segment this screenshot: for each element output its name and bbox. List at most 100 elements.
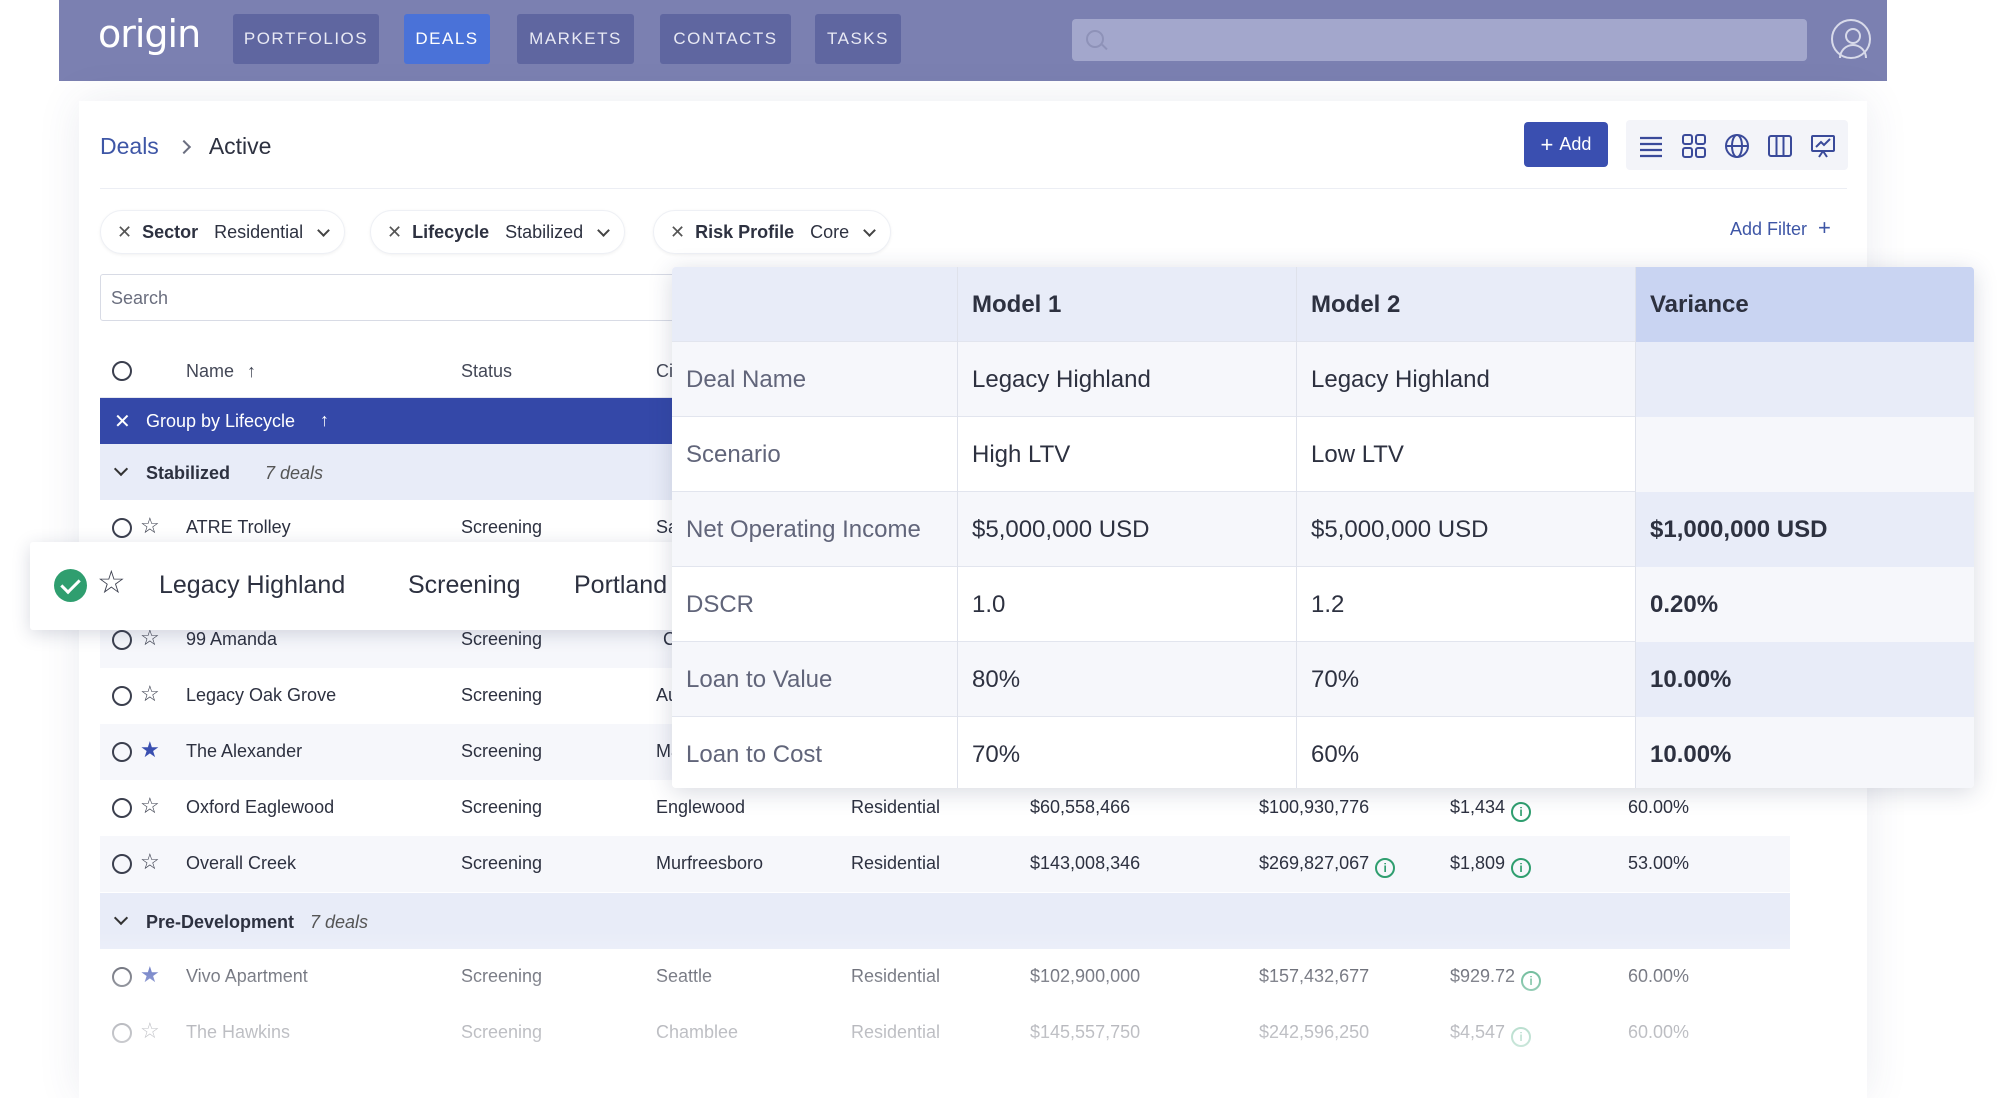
row-checkbox[interactable] xyxy=(112,518,132,538)
model-comparison-table: Model 1 Model 2 Variance Deal Name Legac… xyxy=(672,267,1974,788)
nav-contacts[interactable]: CONTACTS xyxy=(660,14,791,64)
info-icon[interactable]: i xyxy=(1521,971,1542,991)
row-status: Screening xyxy=(461,853,543,873)
row-name: ATRE Trolley xyxy=(186,517,291,537)
info-icon[interactable]: i xyxy=(1375,858,1396,878)
comparison-label: Scenario xyxy=(672,417,958,492)
check-circle-icon[interactable] xyxy=(54,569,87,602)
column-name[interactable]: Name ↑ xyxy=(186,361,256,382)
columns-view-icon[interactable] xyxy=(1767,133,1793,159)
row-checkbox[interactable] xyxy=(112,686,132,706)
star-icon[interactable]: ☆ xyxy=(140,1018,160,1043)
info-icon[interactable]: i xyxy=(1511,858,1532,878)
add-filter-button[interactable]: Add Filter + xyxy=(1730,215,1831,241)
comparison-model-2-value: 70% xyxy=(1297,642,1636,717)
row-status: Screening xyxy=(461,741,543,761)
comparison-model-2-value: Low LTV xyxy=(1297,417,1636,492)
comparison-model-2-value: $5,000,000 USD xyxy=(1297,492,1636,567)
star-filled-icon[interactable]: ★ xyxy=(140,962,160,987)
chevron-down-icon xyxy=(113,910,129,926)
group-header-stabilized[interactable]: Stabilized 7 deals xyxy=(100,444,680,500)
row-checkbox[interactable] xyxy=(112,967,132,987)
filter-key: Sector xyxy=(142,221,199,242)
add-button-label: Add xyxy=(1559,134,1592,154)
presentation-view-icon[interactable] xyxy=(1810,133,1836,159)
row-status: Screening xyxy=(461,966,543,986)
group-by-bar[interactable]: ✕ Group by Lifecycle ↑ xyxy=(100,398,680,444)
row-checkbox[interactable] xyxy=(112,742,132,762)
info-icon[interactable]: i xyxy=(1511,1027,1532,1047)
star-icon[interactable]: ☆ xyxy=(140,681,160,706)
select-all-checkbox[interactable] xyxy=(112,361,132,381)
row-checkbox[interactable] xyxy=(112,630,132,650)
row-checkbox[interactable] xyxy=(112,1023,132,1043)
star-icon[interactable]: ☆ xyxy=(140,849,160,874)
table-row[interactable]: ☆ Oxford Eaglewood Screening Englewood R… xyxy=(100,780,1790,836)
close-icon[interactable]: ✕ xyxy=(117,221,133,242)
dragged-row[interactable]: ☆ Legacy Highland Screening Portland xyxy=(30,542,678,630)
info-icon[interactable]: i xyxy=(1511,802,1532,822)
table-row[interactable]: ☆ Overall Creek Screening Murfreesboro R… xyxy=(100,836,1790,892)
filter-key: Risk Profile xyxy=(695,221,795,242)
grid-view-icon[interactable] xyxy=(1681,133,1707,159)
row-value-3-text: $929.72 xyxy=(1450,966,1516,986)
close-icon[interactable]: ✕ xyxy=(114,411,131,433)
filter-value: Core xyxy=(810,221,850,242)
row-value-4: 60.00% xyxy=(1628,797,1690,817)
add-button[interactable]: + Add xyxy=(1524,122,1608,167)
comparison-label: DSCR xyxy=(672,567,958,642)
breadcrumb-deals-link[interactable]: Deals xyxy=(100,133,159,159)
group-count: 7 deals xyxy=(310,912,369,932)
row-value-1: $143,008,346 xyxy=(1030,853,1141,873)
nav-deals[interactable]: DEALS xyxy=(404,14,490,64)
comparison-model-1-value: 1.0 xyxy=(958,567,1297,642)
nav-tasks[interactable]: TASKS xyxy=(815,14,901,64)
comparison-model-1-value: 80% xyxy=(958,642,1297,717)
table-row[interactable]: ☆ The Hawkins Screening Chamblee Residen… xyxy=(100,1005,1790,1061)
nav-markets[interactable]: MARKETS xyxy=(517,14,634,64)
row-city: Englewood xyxy=(656,797,746,817)
row-sector: Residential xyxy=(851,853,941,873)
row-value-1: $145,557,750 xyxy=(1030,1022,1141,1042)
row-checkbox[interactable] xyxy=(112,854,132,874)
app-logo[interactable]: origin xyxy=(98,12,201,56)
search-input[interactable]: Search xyxy=(100,274,700,321)
star-icon[interactable]: ☆ xyxy=(97,564,126,600)
nav-portfolios[interactable]: PORTFOLIOS xyxy=(233,14,379,64)
star-icon[interactable]: ☆ xyxy=(140,625,160,650)
row-name: Overall Creek xyxy=(186,853,297,873)
user-avatar-icon[interactable] xyxy=(1831,19,1871,59)
comparison-model-1-value: $5,000,000 USD xyxy=(958,492,1297,567)
comparison-row: Loan to Cost 70% 60% 10.00% xyxy=(672,717,1974,788)
filter-chip-risk-profile[interactable]: ✕ Risk Profile Core xyxy=(653,210,892,254)
row-value-3-text: $1,434 xyxy=(1450,797,1506,817)
close-icon[interactable]: ✕ xyxy=(670,221,686,242)
top-nav: origin PORTFOLIOS DEALS MARKETS CONTACTS… xyxy=(59,0,1887,81)
filter-chip-lifecycle[interactable]: ✕ Lifecycle Stabilized xyxy=(370,210,626,254)
table-row[interactable]: ☆ ATRE Trolley Screening Salt xyxy=(100,500,1790,556)
close-icon[interactable]: ✕ xyxy=(387,221,403,242)
table-row[interactable]: ★ Vivo Apartment Screening Seattle Resid… xyxy=(100,949,1790,1005)
row-city: Seattle xyxy=(656,966,713,986)
comparison-label: Loan to Cost xyxy=(672,717,958,788)
group-header-pre-development[interactable]: Pre-Development 7 deals xyxy=(100,893,1790,949)
list-view-icon[interactable] xyxy=(1638,133,1664,159)
globe-view-icon[interactable] xyxy=(1724,133,1750,159)
row-name: Vivo Apartment xyxy=(186,966,308,986)
star-filled-icon[interactable]: ★ xyxy=(140,737,160,762)
breadcrumb-current: Active xyxy=(208,133,272,159)
chevron-down-icon xyxy=(597,223,611,237)
star-icon[interactable]: ☆ xyxy=(140,793,160,818)
row-value-1: $60,558,466 xyxy=(1030,797,1131,817)
star-icon[interactable]: ☆ xyxy=(140,513,160,538)
global-search-input[interactable] xyxy=(1072,19,1807,61)
row-checkbox[interactable] xyxy=(112,798,132,818)
column-status[interactable]: Status xyxy=(461,361,513,381)
comparison-variance-value xyxy=(1636,417,1974,492)
filter-chip-sector[interactable]: ✕ Sector Residential xyxy=(100,210,346,254)
row-name: Legacy Oak Grove xyxy=(186,685,337,705)
dragged-row-city: Portland xyxy=(574,571,668,599)
comparison-header-variance: Variance xyxy=(1636,267,1974,342)
row-value-2-text: $269,827,067 xyxy=(1259,853,1370,873)
